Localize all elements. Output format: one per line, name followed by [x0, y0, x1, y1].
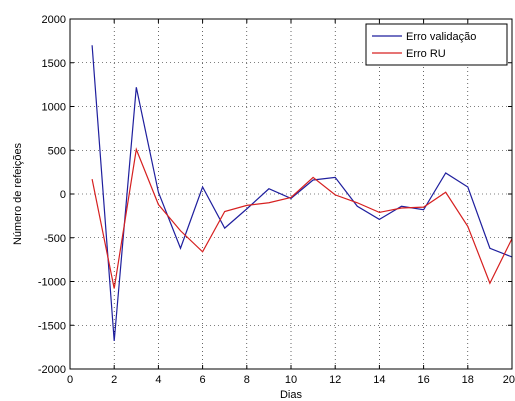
x-tick-label: 18 [462, 374, 474, 386]
y-tick-label: 1000 [42, 102, 66, 114]
series-line-erro-ru [91, 147, 512, 289]
x-tick-label: 10 [285, 374, 297, 386]
y-tick-labels: 2000 1500 1000 500 0 -500 -1000 -1500 -2000 [38, 14, 66, 376]
tick-marks [69, 18, 513, 370]
legend-label-erro-ru: Erro RU [406, 48, 446, 60]
x-tick-label: 4 [155, 374, 161, 386]
x-tick-labels: 0 2 4 6 8 10 12 14 16 18 20 [67, 374, 515, 386]
x-axis-label: Dias [280, 389, 303, 401]
y-tick-label: -1500 [38, 320, 66, 332]
x-tick-label: 20 [503, 374, 515, 386]
y-tick-label: 0 [60, 189, 66, 201]
y-tick-label: -500 [44, 233, 66, 245]
x-tick-label: 14 [373, 374, 385, 386]
x-tick-label: 6 [200, 374, 206, 386]
y-tick-label: 1500 [42, 58, 66, 70]
x-tick-label: 8 [244, 374, 250, 386]
y-tick-label: 500 [48, 145, 66, 157]
legend: Erro validação Erro RU [365, 23, 508, 66]
series-line-erro-validacao [91, 45, 512, 342]
y-axis-label: Número de refeições [12, 142, 24, 245]
legend-label-erro-validacao: Erro validação [406, 31, 476, 43]
y-tick-label: -2000 [38, 364, 66, 376]
x-tick-label: 16 [417, 374, 429, 386]
grid-lines [70, 19, 512, 369]
legend-box [365, 23, 508, 66]
x-tick-label: 2 [111, 374, 117, 386]
series-layer [91, 45, 512, 342]
y-tick-label: 2000 [42, 14, 66, 26]
x-tick-label: 0 [67, 374, 73, 386]
y-tick-label: -1000 [38, 277, 66, 289]
x-tick-label: 12 [329, 374, 341, 386]
